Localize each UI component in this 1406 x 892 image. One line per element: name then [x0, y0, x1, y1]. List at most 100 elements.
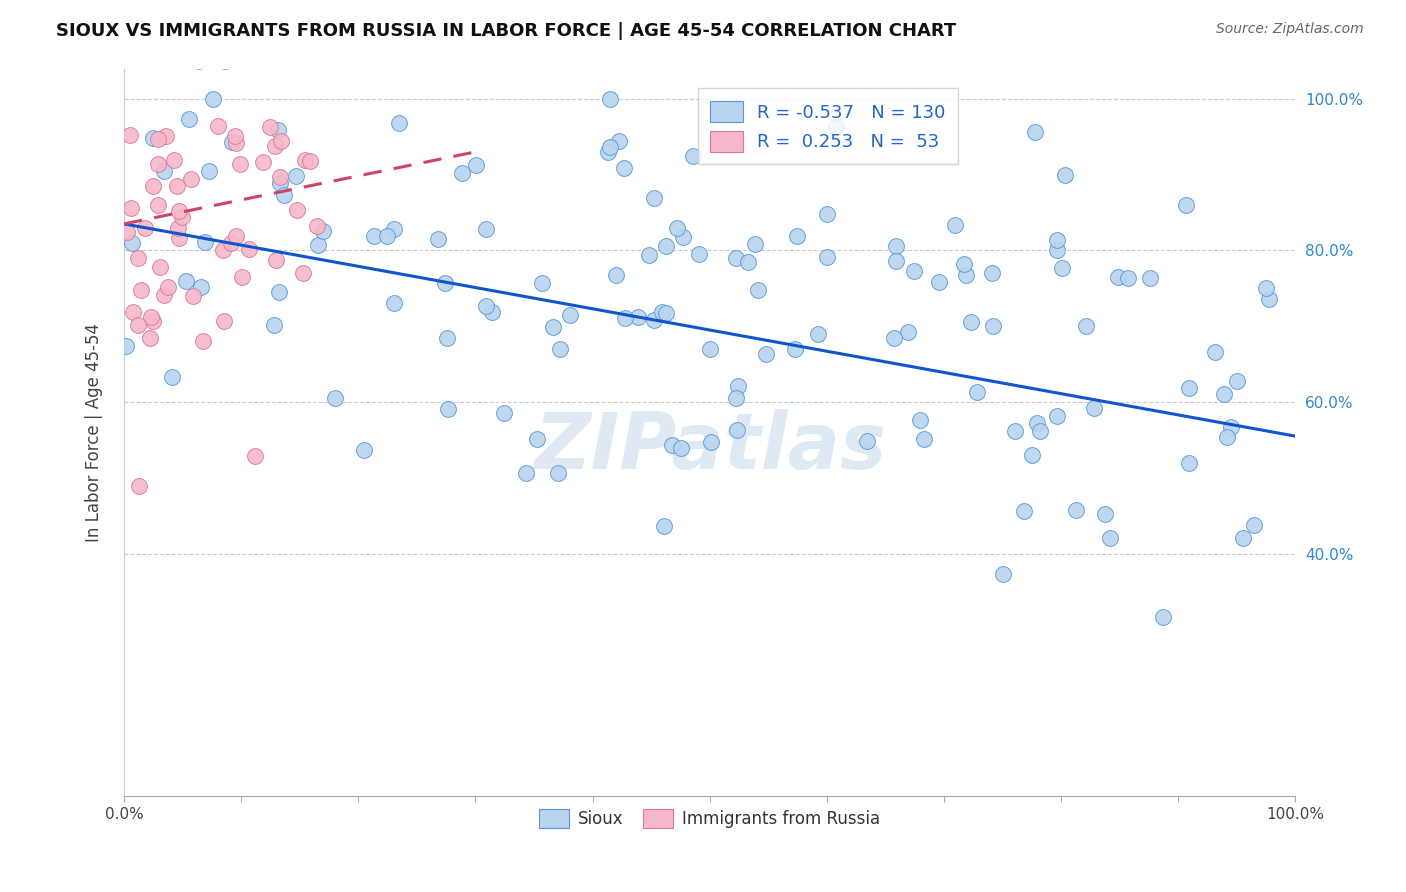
Point: [737, 255, 759, 269]
Point: [1046, 243, 1069, 257]
Point: [1012, 503, 1035, 517]
Point: [612, 161, 634, 176]
Point: [1083, 401, 1105, 415]
Point: [955, 268, 977, 282]
Point: [1212, 386, 1234, 401]
Point: [643, 191, 665, 205]
Point: [531, 277, 554, 291]
Point: [139, 331, 162, 345]
Point: [638, 248, 661, 262]
Point: [273, 187, 295, 202]
Point: [666, 221, 689, 235]
Point: [884, 254, 907, 268]
Point: [1232, 531, 1254, 545]
Point: [427, 232, 450, 246]
Point: [229, 157, 252, 171]
Point: [142, 179, 165, 194]
Point: [541, 319, 564, 334]
Point: [1177, 456, 1199, 470]
Point: [146, 131, 169, 145]
Point: [166, 179, 188, 194]
Point: [1107, 270, 1129, 285]
Point: [167, 230, 190, 244]
Point: [156, 280, 179, 294]
Point: [1094, 507, 1116, 521]
Point: [129, 283, 152, 297]
Point: [193, 334, 215, 349]
Point: [614, 310, 637, 325]
Point: [981, 319, 1004, 334]
Point: [1174, 198, 1197, 212]
Point: [815, 250, 838, 264]
Point: [120, 128, 142, 143]
Point: [263, 318, 285, 333]
Point: [311, 224, 333, 238]
Point: [725, 251, 748, 265]
Point: [1054, 169, 1077, 183]
Point: [388, 116, 411, 130]
Point: [515, 467, 537, 481]
Point: [755, 346, 778, 360]
Point: [1050, 260, 1073, 275]
Point: [1178, 381, 1201, 395]
Point: [1004, 425, 1026, 439]
Point: [224, 128, 246, 143]
Point: [783, 343, 806, 357]
Point: [966, 384, 988, 399]
Point: [127, 251, 149, 265]
Point: [375, 228, 398, 243]
Point: [981, 266, 1004, 280]
Point: [1204, 345, 1226, 359]
Text: SIOUX VS IMMIGRANTS FROM RUSSIA IN LABOR FORCE | AGE 45-54 CORRELATION CHART: SIOUX VS IMMIGRANTS FROM RUSSIA IN LABOR…: [56, 22, 956, 40]
Point: [492, 406, 515, 420]
Point: [1026, 416, 1049, 430]
Point: [475, 222, 498, 236]
Point: [243, 450, 266, 464]
Point: [176, 274, 198, 288]
Point: [953, 257, 976, 271]
Point: [434, 276, 457, 290]
Point: [252, 154, 274, 169]
Point: [1258, 292, 1281, 306]
Point: [212, 314, 235, 328]
Point: [202, 92, 225, 106]
Point: [187, 54, 209, 68]
Point: [298, 153, 321, 168]
Point: [727, 379, 749, 393]
Point: [815, 207, 838, 221]
Point: [747, 283, 769, 297]
Point: [599, 140, 621, 154]
Point: [605, 268, 627, 282]
Point: [856, 434, 879, 448]
Point: [170, 210, 193, 224]
Text: Source: ZipAtlas.com: Source: ZipAtlas.com: [1216, 22, 1364, 37]
Point: [903, 263, 925, 277]
Point: [651, 304, 673, 318]
Point: [928, 275, 950, 289]
Point: [1219, 420, 1241, 434]
Point: [526, 433, 548, 447]
Point: [1046, 409, 1069, 424]
Point: [884, 239, 907, 253]
Point: [294, 153, 316, 168]
Point: [1024, 125, 1046, 139]
Point: [682, 149, 704, 163]
Point: [231, 270, 253, 285]
Point: [382, 295, 405, 310]
Point: [1098, 532, 1121, 546]
Point: [181, 288, 204, 302]
Point: [269, 170, 291, 185]
Point: [155, 129, 177, 144]
Point: [807, 326, 830, 341]
Point: [285, 203, 308, 218]
Point: [142, 131, 165, 145]
Point: [197, 163, 219, 178]
Point: [991, 566, 1014, 581]
Point: [1074, 319, 1097, 334]
Point: [225, 229, 247, 244]
Point: [481, 305, 503, 319]
Point: [121, 304, 143, 318]
Point: [263, 139, 285, 153]
Point: [115, 225, 138, 239]
Point: [225, 136, 247, 150]
